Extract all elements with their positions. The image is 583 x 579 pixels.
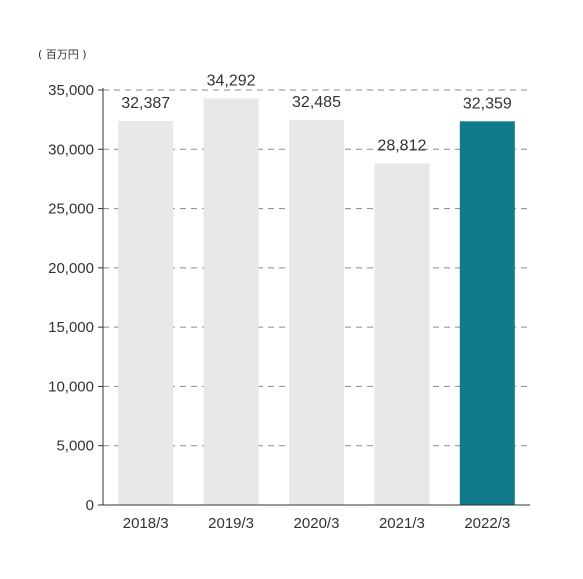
y-tick-label: 15,000 bbox=[48, 319, 94, 336]
y-tick-label: 0 bbox=[86, 497, 94, 514]
bar-2020-3 bbox=[289, 119, 344, 506]
x-tick-label: 2018/3 bbox=[123, 515, 169, 532]
bar-2022-3 bbox=[459, 121, 515, 506]
bar-2019-3 bbox=[203, 98, 259, 505]
y-tick-label: 5,000 bbox=[56, 438, 94, 455]
y-tick-label: 25,000 bbox=[48, 201, 94, 218]
y-tick-label: 30,000 bbox=[48, 141, 94, 158]
x-tick-label: 2021/3 bbox=[379, 515, 425, 532]
x-tick-label: 2022/3 bbox=[464, 515, 510, 532]
y-tick-label: 20,000 bbox=[48, 260, 94, 277]
data-label: 32,359 bbox=[463, 95, 512, 112]
x-tick-label: 2019/3 bbox=[208, 515, 254, 532]
x-tick-label: 2020/3 bbox=[294, 515, 340, 532]
data-label: 32,387 bbox=[121, 95, 170, 112]
bar-2021-3 bbox=[374, 163, 430, 505]
axes bbox=[98, 88, 530, 506]
data-label: 28,812 bbox=[377, 137, 426, 154]
y-tick-label: 35,000 bbox=[48, 82, 94, 99]
bars bbox=[118, 98, 515, 506]
data-label: 34,292 bbox=[207, 72, 256, 89]
bar-2018-3 bbox=[118, 120, 174, 505]
unit-label: ( 百万円 ) bbox=[38, 48, 87, 61]
y-tick-label: 10,000 bbox=[48, 378, 94, 395]
data-label: 32,485 bbox=[292, 94, 341, 111]
labels: 0 5,000 10,000 15,000 20,000 25,000 30,000 35,0… bbox=[48, 72, 512, 532]
